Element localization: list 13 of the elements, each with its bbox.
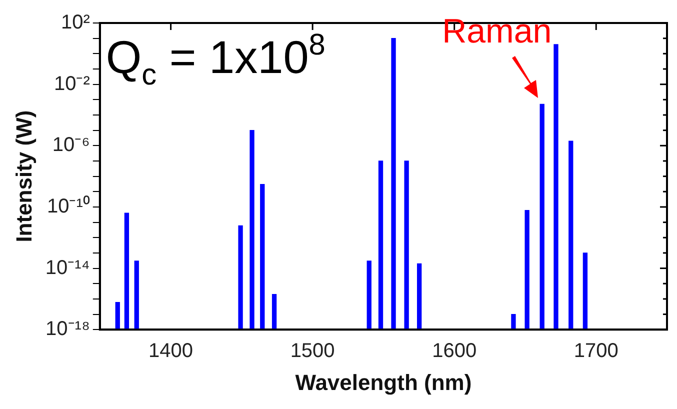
y-tick-label: 10⁻¹⁸ xyxy=(46,318,90,340)
y-tick-label: 10⁻⁶ xyxy=(52,134,90,156)
x-tick-label: 1500 xyxy=(290,340,335,362)
annotation: Raman xyxy=(442,12,552,50)
y-tick-label: 10² xyxy=(60,12,90,34)
y-tick-label: 10⁻¹⁴ xyxy=(45,256,90,279)
x-tick-label: 1700 xyxy=(574,340,618,362)
x-tick-label: 1600 xyxy=(432,340,477,362)
y-tick-label: 10⁻¹⁰ xyxy=(46,194,90,218)
y-axis-title: Intensity (W) xyxy=(11,110,36,242)
y-tick-label: 10⁻² xyxy=(54,72,90,95)
x-axis-title: Wavelength (nm) xyxy=(295,370,472,395)
x-tick-label: 1400 xyxy=(148,340,194,362)
